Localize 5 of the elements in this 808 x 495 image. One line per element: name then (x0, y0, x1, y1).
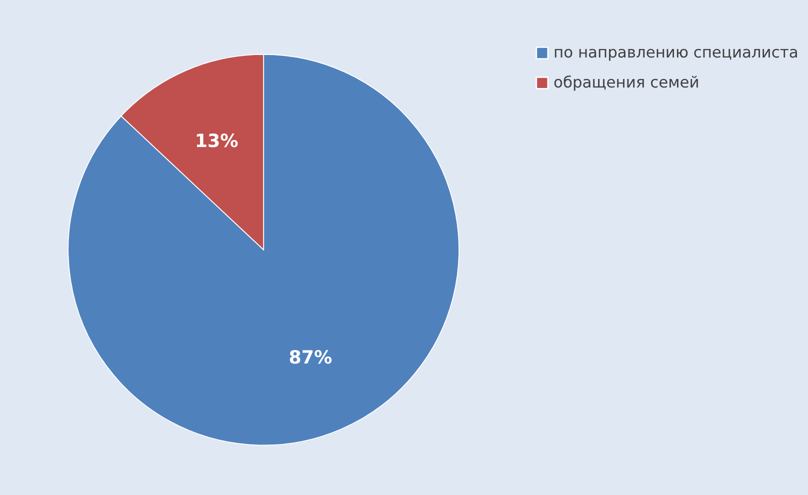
legend-label: по направлению специалиста (554, 44, 798, 62)
data-label: 13% (194, 130, 238, 152)
pie-slice (68, 54, 460, 446)
data-label: 87% (288, 348, 332, 369)
legend-label: обращения семей (554, 74, 700, 92)
